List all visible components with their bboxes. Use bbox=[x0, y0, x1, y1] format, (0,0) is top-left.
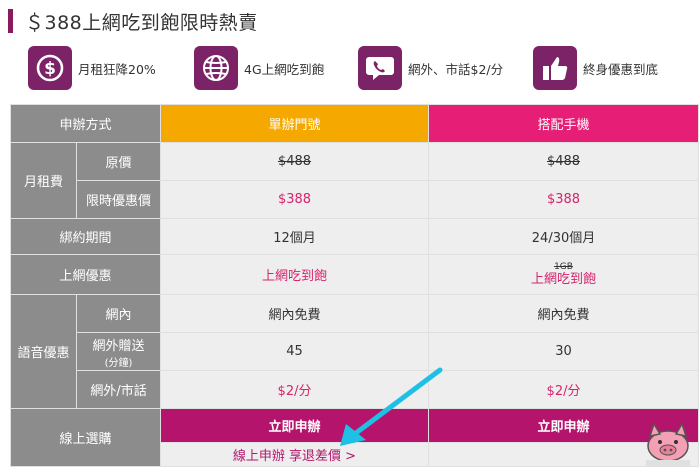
table-row: 綁約期間 12個月 24/30個月 bbox=[9, 218, 700, 255]
row-sublabel-original: 原價 bbox=[75, 142, 162, 181]
promo-price-a: $388 bbox=[160, 180, 430, 219]
table-row: 限時優惠價 $388 $388 bbox=[11, 180, 700, 219]
table-row: 語音優惠 網內 網內免費 網內免費 bbox=[10, 294, 700, 409]
phone-chat-icon bbox=[358, 46, 402, 90]
row-sublabel-offnet-rate: 網外/市話 bbox=[75, 370, 162, 409]
table-row: 網外贈送 (分鐘) 45 30 bbox=[11, 332, 700, 371]
table-row: 線上選購 立即申辦 立即申辦 bbox=[9, 408, 700, 467]
offnet-bonus-unit: (分鐘) bbox=[104, 357, 133, 369]
row-label-contract: 綁約期間 bbox=[9, 218, 162, 255]
feature-item-internet: 4G上網吃到飽 bbox=[194, 44, 324, 92]
row-label-internet: 上網優惠 bbox=[9, 254, 162, 295]
feature-list: $ 月租狂降20% 4G上網吃到飽 網外、市話$2/分 終身優惠到底 bbox=[28, 44, 688, 92]
table-row: 網外/市話 $2/分 $2/分 bbox=[11, 370, 700, 409]
original-price-a: $488 bbox=[277, 154, 312, 169]
column-header-sim-only: 單辦門號 bbox=[160, 104, 430, 143]
internet-a: 上網吃到飽 bbox=[160, 254, 430, 295]
refund-note-link[interactable]: 線上申辦 享退差價 > bbox=[160, 442, 430, 467]
thumbs-up-icon bbox=[533, 46, 577, 90]
feature-item-lifetime: 終身優惠到底 bbox=[533, 44, 658, 92]
title-accent-bar bbox=[8, 9, 13, 33]
globe-icon bbox=[194, 46, 238, 90]
internet-b-old: 1GB bbox=[554, 262, 573, 272]
column-header-with-phone: 搭配手機 bbox=[428, 104, 700, 143]
mascot-logo-icon bbox=[646, 422, 690, 466]
row-sublabel-onnet: 網內 bbox=[75, 294, 162, 333]
svg-text:$: $ bbox=[44, 59, 56, 79]
row-label-monthly-fee: 月租費 bbox=[10, 142, 77, 219]
promo-price-b: $388 bbox=[428, 180, 700, 219]
header-label: 申辦方式 bbox=[9, 104, 162, 143]
table-row: 上網優惠 上網吃到飽 1GB 上網吃到飽 bbox=[9, 254, 700, 295]
onnet-b: 網內免費 bbox=[428, 294, 700, 333]
apply-now-button-sim-only[interactable]: 立即申辦 bbox=[160, 408, 430, 443]
internet-b: 上網吃到飽 bbox=[531, 272, 597, 287]
row-label-voice: 語音優惠 bbox=[10, 294, 77, 409]
offnet-bonus-b: 30 bbox=[428, 332, 700, 371]
offnet-rate-a: $2/分 bbox=[160, 370, 430, 409]
table-row: 月租費 原價 $488 $488 bbox=[10, 142, 700, 219]
title-bar: ＄388上網吃到飽限時熱賣 bbox=[8, 8, 258, 34]
page-title: ＄388上網吃到飽限時熱賣 bbox=[25, 11, 258, 34]
offnet-bonus-label: 網外贈送 bbox=[92, 338, 145, 354]
feature-item-calls: 網外、市話$2/分 bbox=[358, 44, 503, 92]
row-sublabel-promo: 限時優惠價 bbox=[75, 180, 162, 219]
feature-label: 終身優惠到底 bbox=[583, 61, 659, 77]
offnet-bonus-a: 45 bbox=[160, 332, 430, 371]
feature-item-price: $ 月租狂降20% bbox=[28, 44, 156, 92]
contract-b: 24/30個月 bbox=[428, 218, 700, 255]
offnet-rate-b: $2/分 bbox=[428, 370, 700, 409]
onnet-a: 網內免費 bbox=[160, 294, 430, 333]
contract-a: 12個月 bbox=[160, 218, 430, 255]
internet-b-cell: 1GB 上網吃到飽 bbox=[428, 254, 700, 295]
feature-label: 網外、市話$2/分 bbox=[408, 61, 504, 77]
feature-label: 4G上網吃到飽 bbox=[244, 61, 325, 77]
table-row: 申辦方式 單辦門號 搭配手機 bbox=[9, 104, 700, 143]
dollar-icon: $ bbox=[28, 46, 72, 90]
original-price-b: $488 bbox=[546, 154, 581, 169]
apply-now-button-with-phone[interactable]: 立即申辦 bbox=[428, 408, 700, 443]
row-sublabel-offnet-bonus: 網外贈送 (分鐘) bbox=[75, 332, 162, 371]
row-label-online: 線上選購 bbox=[9, 408, 162, 467]
feature-label: 月租狂降20% bbox=[78, 61, 156, 77]
plan-comparison-table: 申辦方式 單辦門號 搭配手機 月租費 原價 $488 $488 限時優惠價 $3… bbox=[9, 104, 700, 467]
